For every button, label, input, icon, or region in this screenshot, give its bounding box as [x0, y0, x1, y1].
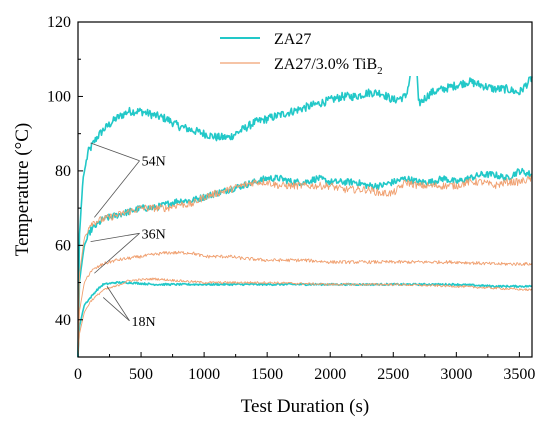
axis-ticks: 0 500 1000 1500 2000 2500 3000 3500 40 60 80 100 120 — [47, 14, 535, 383]
y-tick-label: 80 — [55, 163, 71, 180]
annotation-leader — [90, 142, 140, 162]
y-tick-label: 40 — [55, 312, 71, 329]
annotation-labels: 54N 36N 18N — [131, 155, 165, 330]
series-layer — [77, 53, 533, 358]
series-line-tib2-18n — [77, 277, 533, 358]
x-tick-label: 1000 — [188, 366, 220, 383]
annotation-54n: 54N — [142, 155, 166, 170]
y-tick-label: 100 — [47, 88, 71, 105]
series-line-tib2-36n — [77, 250, 533, 358]
series-line-za27-18n — [77, 281, 532, 358]
plot-frame — [77, 21, 533, 358]
x-axis-label: Test Duration (s) — [241, 396, 369, 417]
y-axis-label-prefix: Temperature ( — [12, 149, 33, 256]
legend-label-tib2-subscript: 2 — [377, 65, 383, 77]
annotation-leader — [90, 232, 140, 243]
x-tick-label: 2500 — [377, 366, 409, 383]
annotation-leader — [102, 297, 130, 322]
annotation-36n: 36N — [142, 227, 166, 242]
x-tick-label: 3000 — [440, 366, 472, 383]
annotation-leaders — [90, 142, 140, 322]
y-axis-label-suffix: ) — [12, 123, 33, 129]
x-tick-label: 0 — [74, 366, 82, 383]
series-line-tib2-54n — [77, 174, 533, 358]
y-tick-label: 60 — [55, 237, 71, 254]
x-tick-label: 3500 — [503, 366, 535, 383]
annotation-leader — [94, 233, 140, 274]
x-tick-label: 500 — [129, 366, 153, 383]
legend: ZA27 ZA27/3.0% TiB2 — [216, 24, 456, 77]
annotation-leader — [94, 160, 140, 218]
annotation-18n: 18N — [131, 315, 155, 330]
series-line-za27-54n — [77, 53, 533, 358]
legend-label-tib2-main: ZA27/3.0% TiB — [274, 56, 377, 73]
y-tick-label: 120 — [47, 14, 71, 31]
annotation-leader — [106, 286, 130, 321]
legend-label-za27: ZA27 — [274, 31, 311, 48]
y-axis-label-unit: °C — [12, 129, 33, 149]
x-tick-label: 2000 — [314, 366, 346, 383]
x-tick-label: 1500 — [251, 366, 283, 383]
y-axis-label: Temperature (°C) — [12, 123, 33, 256]
legend-background — [216, 24, 456, 76]
legend-label-tib2: ZA27/3.0% TiB2 — [274, 56, 383, 77]
